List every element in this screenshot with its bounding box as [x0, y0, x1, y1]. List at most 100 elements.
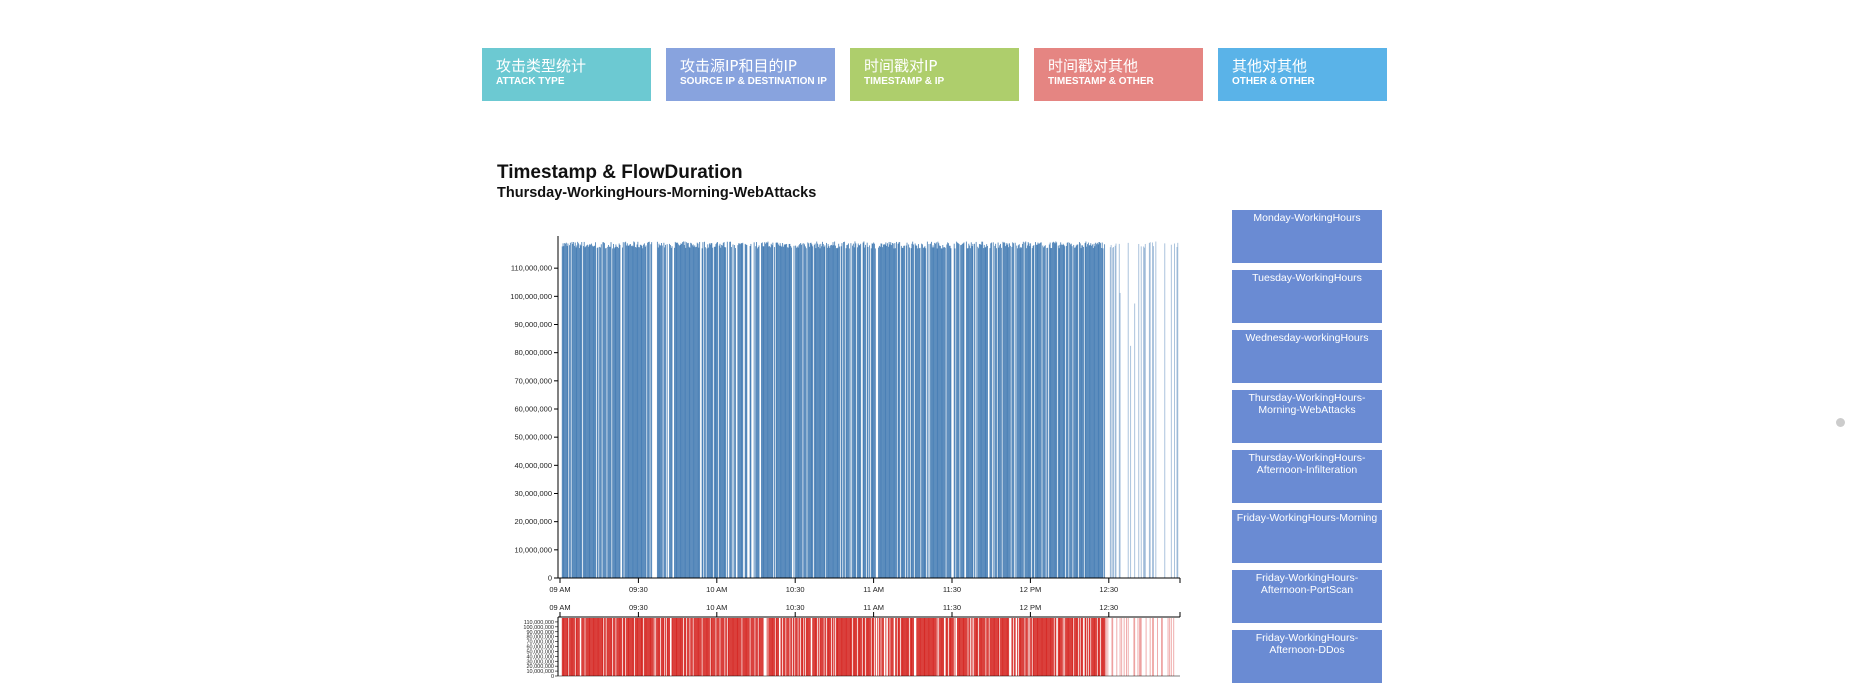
brush-bar [856, 618, 858, 676]
nav-card-1[interactable]: 攻击类型统计 ATTACK TYPE [482, 48, 651, 101]
brush-bar [1059, 618, 1061, 676]
brush-bar [896, 618, 897, 676]
flow-bar [782, 243, 784, 578]
flow-bar [1009, 245, 1011, 578]
brush-bar [961, 618, 962, 676]
brush-bar [717, 618, 718, 676]
day-button-4[interactable]: Thursday-WorkingHours-Morning-WebAttacks [1232, 390, 1382, 443]
brush-bar [606, 618, 608, 676]
flow-bar [835, 245, 836, 578]
day-button-2[interactable]: Tuesday-WorkingHours [1232, 270, 1382, 323]
flow-bar [816, 241, 818, 579]
brush-bar [942, 618, 944, 676]
flow-bar [1007, 243, 1009, 578]
brush-bar [799, 618, 801, 676]
flow-bar [730, 241, 731, 578]
day-button-3[interactable]: Wednesday-workingHours [1232, 330, 1382, 383]
brush-bar [784, 618, 786, 676]
flow-bar [1075, 245, 1077, 579]
nav-card-3[interactable]: 时间戳对IP TIMESTAMP & IP [850, 48, 1019, 101]
flow-bar [874, 248, 876, 578]
flow-bar [822, 244, 824, 578]
brush-bar [600, 618, 601, 676]
flow-bar [975, 241, 977, 578]
flow-bar [1114, 245, 1116, 578]
brush-bar [674, 618, 676, 676]
flow-bar [778, 245, 780, 579]
flow-bar [895, 248, 897, 578]
brush-bar [916, 618, 918, 676]
brush-bar [648, 618, 650, 676]
flow-duration-chart[interactable]: 0 10,000,000 20,000,000 30,000,000 40,000,00… [470, 232, 1190, 592]
y-tick-label: 0 [548, 574, 552, 583]
brush-bar [997, 618, 999, 676]
flow-bar [660, 245, 662, 578]
brush-bar [908, 618, 910, 676]
flow-bar [1066, 242, 1068, 578]
flow-bar [922, 248, 924, 578]
flow-bar [879, 246, 881, 579]
brush-bar [569, 618, 571, 676]
flow-bar [577, 241, 579, 578]
brush-bar [1094, 618, 1096, 676]
brush-bar [791, 618, 792, 676]
flow-bar [694, 245, 696, 578]
flow-bar [787, 247, 788, 578]
timeline-brush-chart[interactable]: 09 AM 09:30 10 AM 10:30 11 AM 11:30 12 PM 12:30… [470, 600, 1190, 682]
day-button-5[interactable]: Thursday-WorkingHours-Afternoon-Infilter… [1232, 450, 1382, 503]
brush-bar [682, 618, 684, 676]
brush-bar [1134, 618, 1136, 676]
flow-bar [1069, 242, 1071, 579]
flow-bar [852, 243, 854, 578]
brush-bar [1011, 618, 1013, 676]
flow-bar [632, 246, 634, 578]
brush-bar [905, 618, 907, 676]
brush-bar [766, 618, 768, 676]
brush-bar [1137, 618, 1139, 676]
flow-bar [947, 242, 949, 578]
day-button-6[interactable]: Friday-WorkingHours-Morning [1232, 510, 1382, 563]
flow-bar [634, 242, 636, 578]
brush-bar [848, 618, 850, 676]
brush-bar [841, 618, 843, 676]
flow-bar [1037, 242, 1039, 579]
day-button-7[interactable]: Friday-WorkingHours-Afternoon-PortScan [1232, 570, 1382, 623]
nav-card-4[interactable]: 时间戳对其他 TIMESTAMP & OTHER [1034, 48, 1203, 101]
day-button-8[interactable]: Friday-WorkingHours-Afternoon-DDos [1232, 630, 1382, 683]
flow-bar [750, 243, 752, 578]
flow-bar [1043, 247, 1045, 578]
brush-bar [904, 618, 906, 676]
flow-bar [644, 246, 646, 579]
flow-bar [783, 244, 785, 578]
brush-bar [881, 618, 883, 676]
flow-bar [1058, 248, 1060, 578]
flow-bar [721, 244, 723, 579]
nav-card-2[interactable]: 攻击源IP和目的IP SOURCE IP & DESTINATION IP [666, 48, 835, 101]
flow-bar [630, 244, 631, 578]
brush-bar [609, 618, 611, 676]
brush-bar [1066, 618, 1068, 676]
flow-bar [936, 248, 938, 578]
brush-bar [868, 618, 870, 676]
brush-bar [1075, 618, 1077, 676]
brush-bar [668, 618, 670, 676]
brush-bar [919, 618, 921, 676]
brush-bar [994, 618, 996, 676]
flow-bar [784, 244, 786, 578]
brush-bar [777, 618, 779, 676]
flow-bar [905, 245, 907, 578]
day-button-1[interactable]: Monday-WorkingHours [1232, 210, 1382, 263]
flow-bar [676, 242, 678, 578]
brush-bar [1111, 618, 1113, 676]
flow-bar [1042, 245, 1044, 578]
flow-bar [677, 242, 679, 578]
brush-bar [674, 618, 675, 676]
flow-bar [580, 245, 582, 579]
scroll-indicator[interactable] [1836, 418, 1845, 427]
flow-bar [983, 244, 985, 578]
flow-bar [1036, 244, 1038, 578]
brush-bar [957, 618, 959, 676]
flow-bar [941, 248, 943, 578]
nav-card-5[interactable]: 其他对其他 OTHER & OTHER [1218, 48, 1387, 101]
flow-bar [595, 242, 596, 578]
